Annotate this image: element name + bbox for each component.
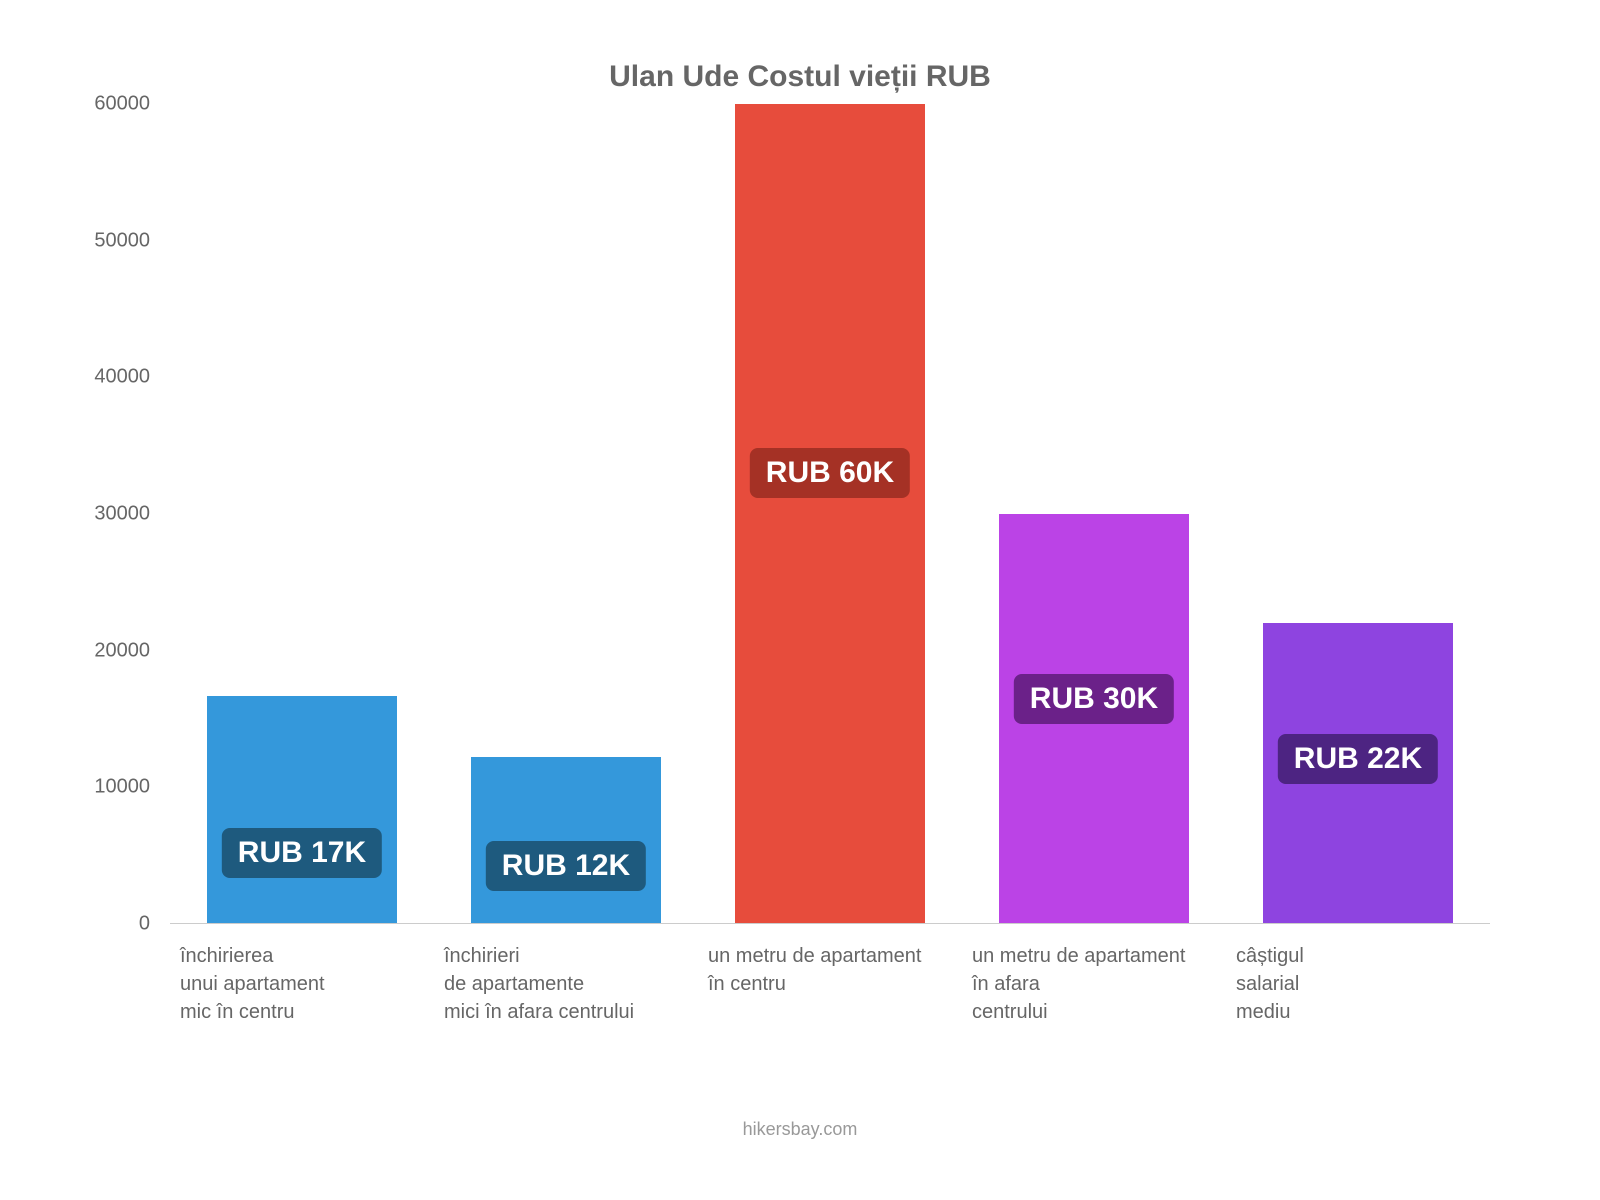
chart-container: Ulan Ude Costul vieții RUB 0100002000030… <box>80 60 1520 1060</box>
chart-title: Ulan Ude Costul vieții RUB <box>80 60 1520 94</box>
value-badge: RUB 22K <box>1278 734 1438 784</box>
x-axis-label: închiriereaunui apartamentmic în centru <box>170 942 434 1026</box>
y-tick: 10000 <box>70 776 150 799</box>
bar-slot: RUB 30K <box>962 104 1226 924</box>
y-tick: 40000 <box>70 366 150 389</box>
bar: RUB 17K <box>207 696 397 924</box>
x-axis-label: un metru de apartamentîn afaracentrului <box>962 942 1226 1026</box>
bar-slot: RUB 60K <box>698 104 962 924</box>
value-badge: RUB 30K <box>1014 674 1174 724</box>
value-badge: RUB 17K <box>222 828 382 878</box>
bars-container: RUB 17K RUB 12K RUB 60K RUB 30K RUB 22K <box>170 104 1490 924</box>
y-tick: 0 <box>70 913 150 936</box>
bar-slot: RUB 12K <box>434 104 698 924</box>
bar: RUB 30K <box>999 514 1189 924</box>
bar: RUB 60K <box>735 104 925 924</box>
y-axis: 0100002000030000400005000060000 <box>80 104 160 924</box>
value-badge: RUB 12K <box>486 841 646 891</box>
y-tick: 60000 <box>70 93 150 116</box>
plot-area: 0100002000030000400005000060000 RUB 17KR… <box>170 104 1490 924</box>
attribution-text: hikersbay.com <box>80 1119 1520 1140</box>
y-tick: 50000 <box>70 229 150 252</box>
x-axis-label: câștigulsalarialmediu <box>1226 942 1490 1026</box>
value-badge: RUB 60K <box>750 448 910 498</box>
x-axis-label: un metru de apartamentîn centru <box>698 942 962 1026</box>
x-axis-labels: închiriereaunui apartamentmic în centruî… <box>170 942 1490 1026</box>
bar-slot: RUB 17K <box>170 104 434 924</box>
y-tick: 30000 <box>70 503 150 526</box>
bar: RUB 22K <box>1263 623 1453 924</box>
x-baseline <box>170 923 1490 924</box>
bar: RUB 12K <box>471 757 661 924</box>
bar-slot: RUB 22K <box>1226 104 1490 924</box>
y-tick: 20000 <box>70 639 150 662</box>
x-axis-label: închirieride apartamentemici în afara ce… <box>434 942 698 1026</box>
